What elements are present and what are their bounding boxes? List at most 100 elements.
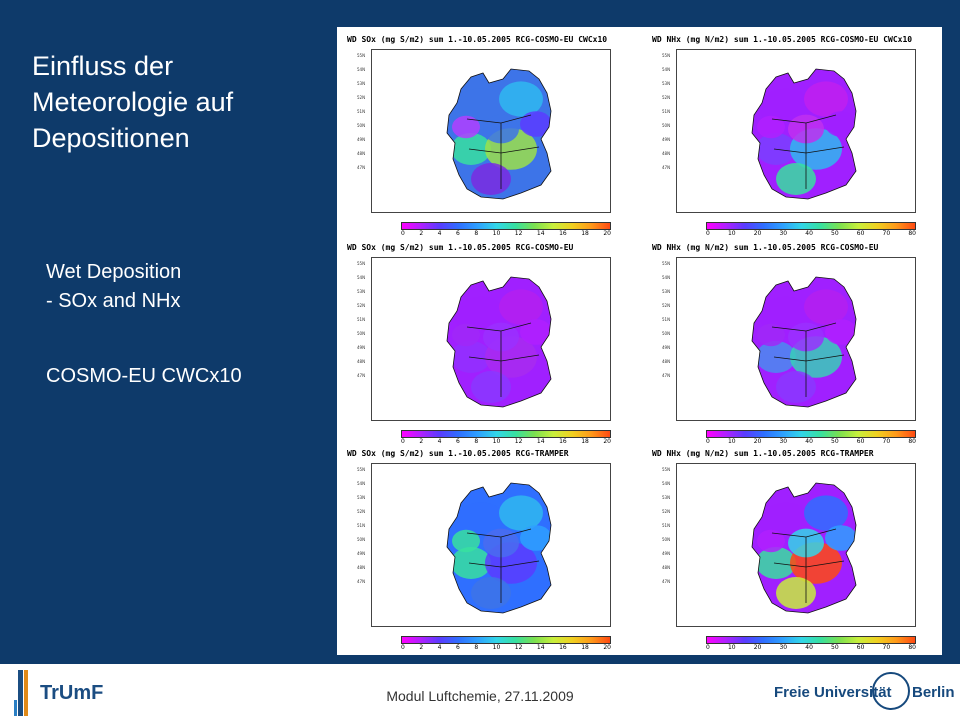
colorbar-labels: 0 10 20 30 40 50 60 70 80 — [706, 644, 916, 652]
latitude-tick: 54N — [662, 275, 671, 280]
state-borders — [446, 482, 552, 614]
colorbar-label: 10 — [492, 230, 501, 237]
map-panel-1: WD SOx (mg S/m2) sum 1.-10.05.2005 RCG-C… — [341, 35, 631, 240]
title-line-2: Meteorologie auf — [32, 87, 234, 117]
colorbar-label: 0 — [401, 644, 405, 651]
body-text-line-2: - SOx and NHx — [46, 290, 181, 312]
deposition-blob — [776, 577, 816, 609]
deposition-blob — [520, 319, 551, 345]
latitude-tick: 55N — [357, 467, 366, 472]
state-borders — [446, 68, 552, 200]
colorbar-label: 10 — [727, 644, 736, 651]
latitude-tick: 55N — [662, 261, 671, 266]
colorbar-label: 20 — [603, 230, 611, 237]
deposition-map — [446, 482, 552, 614]
deposition-blob — [776, 163, 816, 195]
latitude-ticks: 55N 54N 53N 52N 51N 50N 49N 48N 47N — [357, 53, 369, 205]
trumf-logo-icon — [14, 670, 28, 716]
deposition-map — [751, 276, 857, 408]
latitude-tick: 54N — [662, 481, 671, 486]
latitude-tick: 54N — [357, 275, 366, 280]
map-frame — [676, 463, 916, 627]
fu-berlin-logo: Freie Universität Berlin — [774, 670, 955, 716]
latitude-tick: 52N — [662, 95, 671, 100]
colorbar-label: 20 — [603, 644, 611, 651]
deposition-blob — [825, 525, 856, 551]
deposition-blob — [499, 289, 543, 325]
latitude-tick: 52N — [662, 509, 671, 514]
colorbar-label: 0 — [706, 644, 710, 651]
map-panel-title: WD NHx (mg N/m2) sum 1.-10.05.2005 RCG-C… — [652, 243, 879, 252]
latitude-ticks: 55N 54N 53N 52N 51N 50N 49N 48N 47N — [662, 261, 674, 413]
colorbar — [706, 222, 916, 230]
latitude-tick: 49N — [357, 137, 366, 142]
colorbar-label: 20 — [753, 644, 762, 651]
latitude-tick: 50N — [357, 123, 366, 128]
colorbar-label: 14 — [536, 644, 545, 651]
colorbar-label: 10 — [492, 438, 501, 445]
deposition-map — [751, 482, 857, 614]
colorbar-label: 0 — [401, 438, 405, 445]
deposition-blob — [520, 525, 551, 551]
latitude-tick: 52N — [357, 303, 366, 308]
latitude-ticks: 55N 54N 53N 52N 51N 50N 49N 48N 47N — [662, 467, 674, 619]
colorbar-label: 10 — [492, 644, 501, 651]
colorbar-label: 2 — [419, 438, 424, 445]
colorbar-label: 70 — [882, 644, 891, 651]
latitude-tick: 49N — [662, 551, 671, 556]
map-frame — [371, 257, 611, 421]
colorbar-label: 70 — [882, 438, 891, 445]
deposition-blob — [452, 529, 480, 553]
colorbar-label: 60 — [856, 230, 865, 237]
deposition-blob — [452, 115, 480, 139]
colorbar-label: 40 — [805, 230, 813, 237]
latitude-tick: 50N — [357, 331, 366, 336]
latitude-tick: 51N — [357, 109, 366, 114]
colorbar-label: 30 — [779, 644, 788, 651]
deposition-blob — [471, 577, 511, 609]
footer-divider — [0, 662, 960, 664]
latitude-tick: 55N — [662, 53, 671, 58]
colorbar-label: 40 — [805, 644, 813, 651]
deposition-blob — [520, 111, 551, 137]
map-frame — [676, 49, 916, 213]
latitude-tick: 48N — [357, 151, 366, 156]
deposition-blob — [757, 115, 785, 139]
latitude-tick: 55N — [662, 467, 671, 472]
map-panel-3: WD SOx (mg S/m2) sum 1.-10.05.2005 RCG-C… — [341, 243, 631, 448]
latitude-tick: 47N — [662, 373, 671, 378]
colorbar-label: 20 — [603, 438, 611, 445]
latitude-tick: 54N — [357, 481, 366, 486]
colorbar-label: 6 — [455, 230, 460, 237]
latitude-tick: 51N — [662, 523, 671, 528]
latitude-ticks: 55N 54N 53N 52N 51N 50N 49N 48N 47N — [662, 53, 674, 205]
colorbar-label: 8 — [474, 438, 479, 445]
colorbar — [706, 636, 916, 644]
colorbar-label: 2 — [419, 230, 424, 237]
colorbar-label: 4 — [437, 644, 442, 651]
latitude-tick: 50N — [662, 331, 671, 336]
colorbar-label: 50 — [831, 438, 839, 445]
fu-berlin-logo-left-text: Freie Universität — [774, 684, 892, 701]
state-borders — [751, 482, 857, 614]
colorbar — [706, 430, 916, 438]
latitude-tick: 48N — [357, 565, 366, 570]
colorbar-label: 40 — [805, 438, 813, 445]
trumf-logo-text: TrUmF — [40, 682, 104, 704]
colorbar-label: 18 — [581, 230, 589, 237]
deposition-blob — [499, 81, 543, 117]
latitude-tick: 47N — [357, 579, 366, 584]
latitude-ticks: 55N 54N 53N 52N 51N 50N 49N 48N 47N — [357, 467, 369, 619]
colorbar-labels: 0 10 20 30 40 50 60 70 80 — [706, 230, 916, 238]
colorbar-label: 50 — [831, 644, 839, 651]
latitude-ticks: 55N 54N 53N 52N 51N 50N 49N 48N 47N — [357, 261, 369, 413]
colorbar-label: 18 — [581, 644, 589, 651]
deposition-blob — [757, 529, 785, 553]
state-borders — [446, 276, 552, 408]
colorbar-label: 4 — [437, 438, 442, 445]
colorbar-label: 10 — [727, 230, 736, 237]
latitude-tick: 50N — [662, 123, 671, 128]
latitude-tick: 47N — [662, 165, 671, 170]
latitude-tick: 50N — [357, 537, 366, 542]
colorbar-label: 0 — [706, 438, 710, 445]
